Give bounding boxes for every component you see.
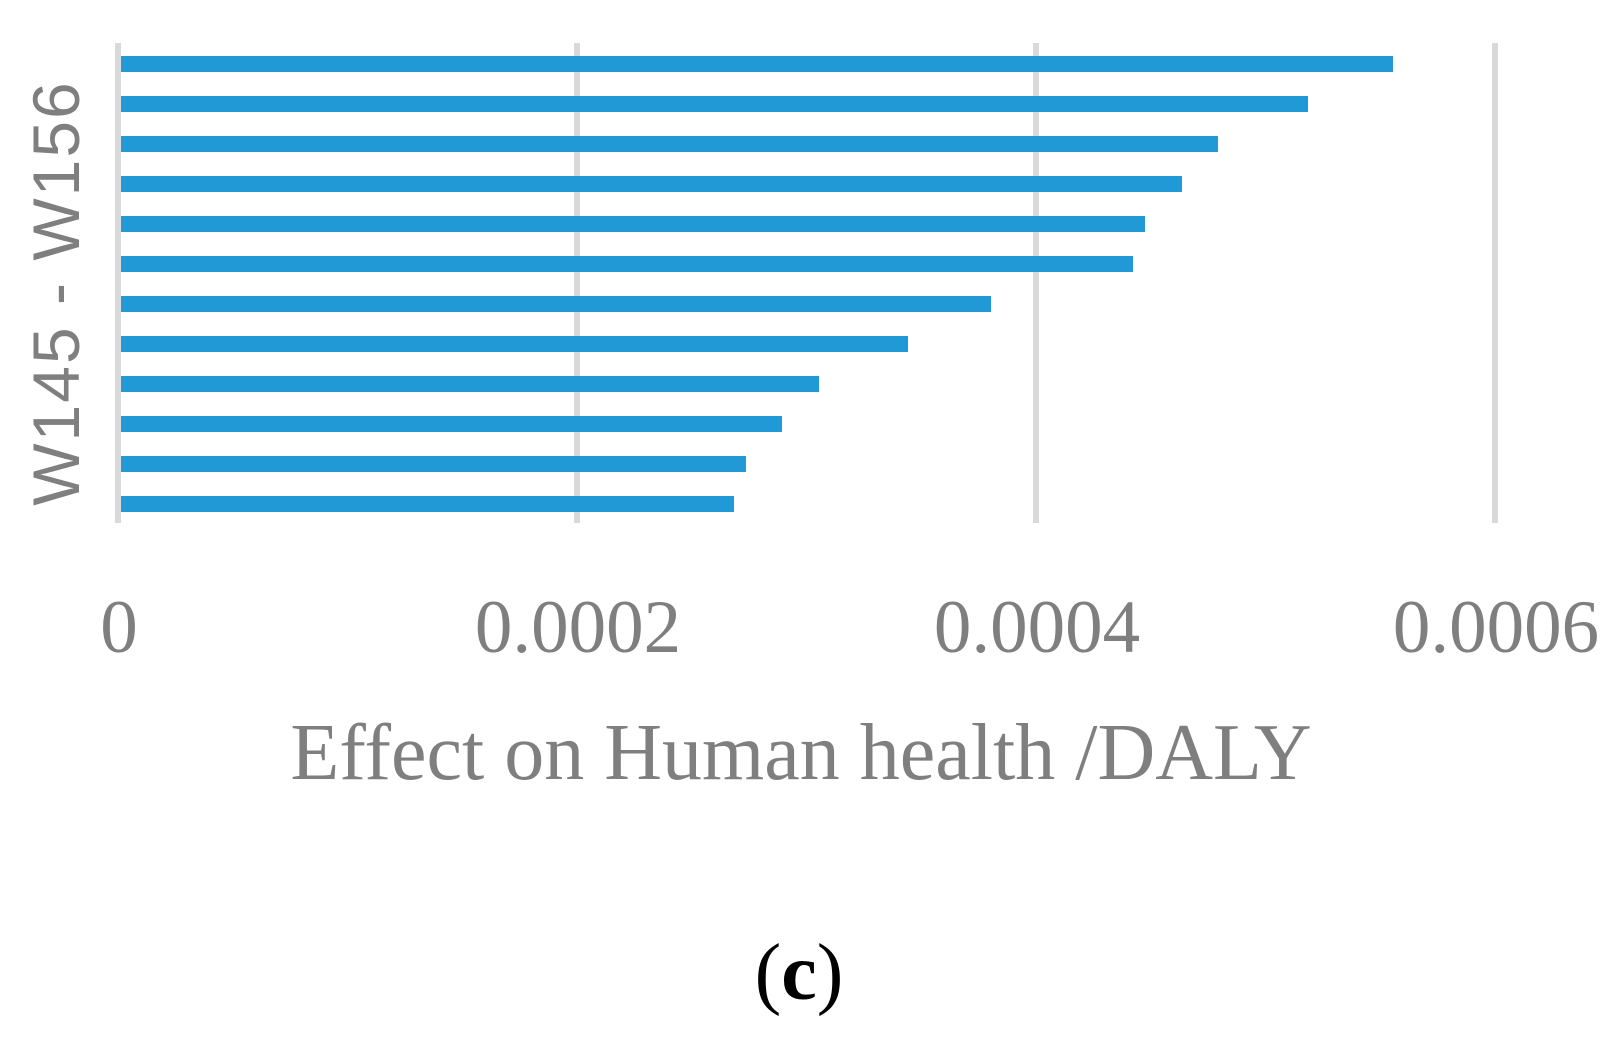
x-tick-label: 0 [100,586,138,669]
vertical-gridline [1033,43,1039,523]
bar [121,376,819,392]
bar [121,96,1308,112]
bar [121,256,1133,272]
y-axis-line [115,43,121,523]
bar [121,456,746,472]
caption-letter: c [781,929,817,1017]
bar [121,176,1182,192]
caption-open-paren: ( [754,929,782,1017]
bar [121,416,782,432]
bar [121,296,991,312]
x-tick-label: 0.0004 [933,586,1141,669]
x-tick-label: 0.0006 [1392,586,1600,669]
bar [121,336,908,352]
bar [121,216,1145,232]
x-tick-label: 0.0002 [474,586,682,669]
figure-caption: (c) [755,928,844,1019]
vertical-gridline [574,43,580,523]
vertical-gridline [1492,43,1498,523]
y-axis-title: W145 - W156 [19,80,93,506]
bar [121,136,1218,152]
caption-close-paren: ) [816,929,844,1017]
bar [121,56,1393,72]
x-axis-title: Effect on Human health /DALY [290,709,1312,797]
bar [121,496,734,512]
